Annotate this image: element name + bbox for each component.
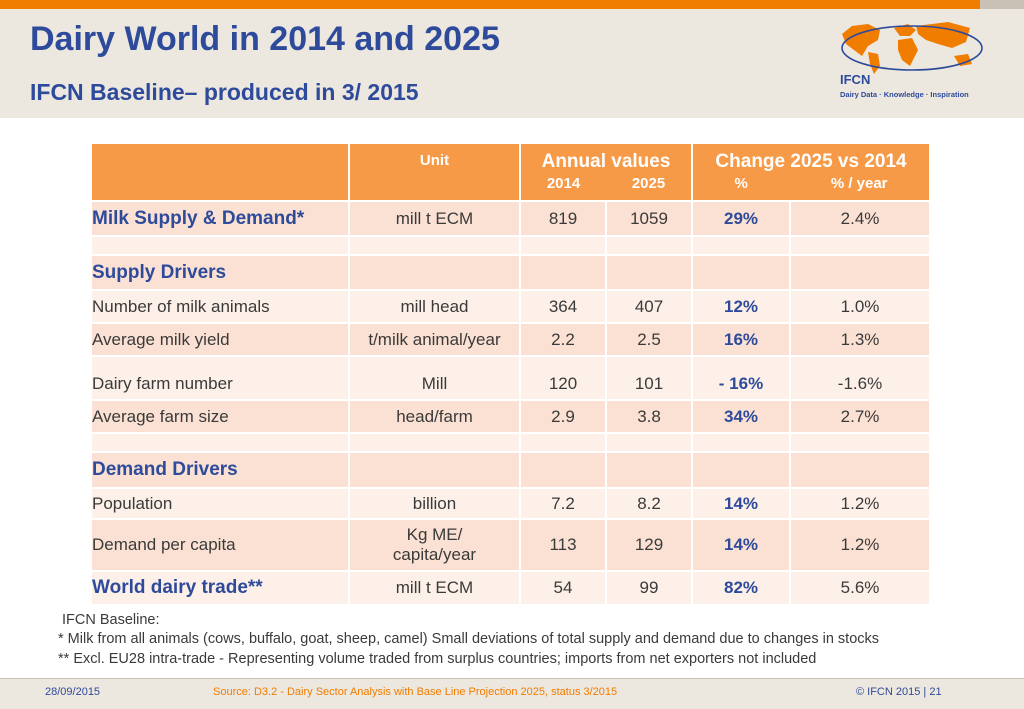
ifcn-logo: IFCN Dairy Data · Knowledge · Inspiratio… — [838, 20, 986, 105]
change-pct-year: 2.4% — [789, 200, 932, 237]
year-2025-header: 2025 — [631, 175, 666, 192]
row-unit: Mill — [348, 355, 521, 401]
value-2014: 7.2 — [519, 487, 607, 520]
change-pct-year: 1.3% — [789, 322, 932, 357]
row-label: Demand per capita — [90, 518, 350, 572]
slide-title: Dairy World in 2014 and 2025 — [30, 20, 500, 58]
table-row: Population billion 7.2 8.2 14% 1.2% — [90, 487, 932, 520]
row-unit: billion — [348, 487, 521, 520]
change-pct-year: 5.6% — [789, 570, 932, 606]
year-2014-header: 2014 — [546, 175, 581, 192]
spacer-row — [90, 432, 932, 453]
value-2014: 113 — [519, 518, 607, 572]
value-2025: 1059 — [604, 200, 694, 237]
value-2025: 3.8 — [604, 399, 694, 434]
change-pct-year: 1.2% — [789, 518, 932, 572]
row-unit: mill head — [348, 289, 521, 324]
table-row: Average farm size head/farm 2.9 3.8 34% … — [90, 399, 932, 434]
footer-copyright: © IFCN 2015 | 21 — [856, 686, 942, 698]
table-row: Dairy farm number Mill 120 101 - 16% -1.… — [90, 355, 932, 401]
change-pct: 14% — [691, 518, 792, 572]
change-pct-year: -1.6% — [789, 355, 932, 401]
footnote-trade: ** Excl. EU28 intra-trade - Representing… — [58, 651, 817, 667]
change-pct-year: 2.7% — [789, 399, 932, 434]
change-header: Change 2025 vs 2014 % % / year — [691, 142, 932, 202]
footnote-heading: IFCN Baseline: — [62, 612, 160, 628]
section-row-supply: Supply Drivers — [90, 254, 932, 291]
world-map-icon — [841, 22, 983, 74]
pct-header: % — [734, 175, 748, 192]
change-pct: 34% — [691, 399, 792, 434]
table-row: Average milk yield t/milk animal/year 2.… — [90, 322, 932, 357]
value-2025: 99 — [604, 570, 694, 606]
value-2014: 54 — [519, 570, 607, 606]
change-pct: - 16% — [691, 355, 792, 401]
section-title-demand: Demand Drivers — [90, 451, 350, 489]
change-pct: 82% — [691, 570, 792, 606]
header-empty-cell — [90, 142, 350, 202]
section-title-supply: Supply Drivers — [90, 254, 350, 291]
annual-values-header: Annual values 2014 2025 — [518, 142, 694, 202]
footer-band — [0, 679, 1024, 709]
row-unit: mill t ECM — [348, 200, 521, 237]
value-2014: 2.9 — [519, 399, 607, 434]
table-row: World dairy trade** mill t ECM 54 99 82%… — [90, 570, 932, 606]
row-unit: t/milk animal/year — [348, 322, 521, 357]
footer-divider — [0, 678, 1024, 679]
table-row: Number of milk animals mill head 364 407… — [90, 289, 932, 324]
change-pct: 16% — [691, 322, 792, 357]
change-pct-year: 1.0% — [789, 289, 932, 324]
row-label: Average farm size — [90, 399, 350, 434]
value-2014: 2.2 — [519, 322, 607, 357]
value-2014: 364 — [519, 289, 607, 324]
unit-header: Unit — [348, 142, 521, 202]
row-unit: Kg ME/ capita/year — [348, 518, 521, 572]
change-pct: 14% — [691, 487, 792, 520]
row-label: Population — [90, 487, 350, 520]
value-2014: 120 — [519, 355, 607, 401]
change-pct-year: 1.2% — [789, 487, 932, 520]
logo-tagline: Dairy Data · Knowledge · Inspiration — [840, 90, 969, 99]
slide-subtitle: IFCN Baseline– produced in 3/ 2015 — [30, 79, 419, 105]
dairy-data-table: Unit Annual values 2014 2025 Change 2025… — [90, 142, 932, 606]
value-2025: 129 — [604, 518, 694, 572]
row-label: World dairy trade** — [90, 570, 350, 606]
value-2025: 8.2 — [604, 487, 694, 520]
row-label: Average milk yield — [90, 322, 350, 357]
value-2025: 407 — [604, 289, 694, 324]
row-label: Number of milk animals — [90, 289, 350, 324]
footer-source: Source: D3.2 - Dairy Sector Analysis wit… — [213, 686, 618, 698]
row-unit-line1: Kg ME/ — [406, 525, 463, 544]
value-2014: 819 — [519, 200, 607, 237]
top-accent-bar-gray — [980, 0, 1024, 9]
change-pct: 29% — [691, 200, 792, 237]
section-row-demand: Demand Drivers — [90, 451, 932, 489]
footnote-milk: * Milk from all animals (cows, buffalo, … — [58, 631, 880, 647]
change-pct: 12% — [691, 289, 792, 324]
value-2025: 2.5 — [604, 322, 694, 357]
row-unit-line2: capita/year — [392, 545, 477, 564]
row-label: Dairy farm number — [90, 355, 350, 401]
row-unit: mill t ECM — [348, 570, 521, 606]
table-row: Milk Supply & Demand* mill t ECM 819 105… — [90, 200, 932, 237]
value-2025: 101 — [604, 355, 694, 401]
spacer-row — [90, 235, 932, 256]
row-label: Milk Supply & Demand* — [90, 200, 350, 237]
pct-year-header: % / year — [830, 175, 888, 192]
top-accent-bar — [0, 0, 1024, 9]
row-unit: head/farm — [348, 399, 521, 434]
logo-text: IFCN — [840, 72, 871, 87]
table-row: Demand per capita Kg ME/ capita/year 113… — [90, 518, 932, 572]
footer-date: 28/09/2015 — [45, 686, 101, 698]
table-header-row: Unit Annual values 2014 2025 Change 2025… — [90, 142, 932, 202]
